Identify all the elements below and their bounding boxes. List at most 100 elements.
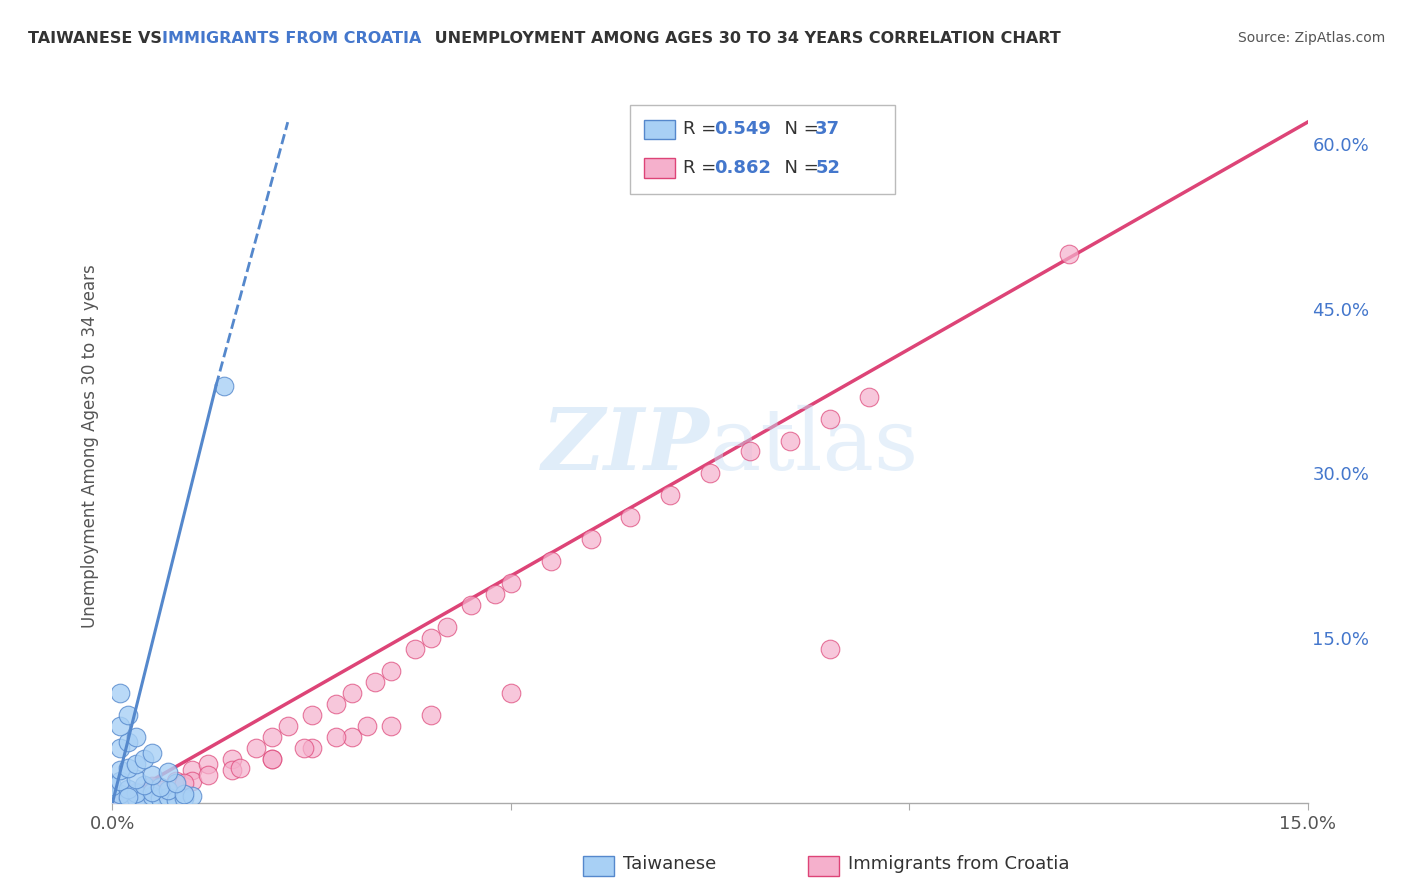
Point	[125, 772, 148, 786]
Text: 37: 37	[815, 120, 841, 138]
Point	[659, 488, 682, 502]
Text: UNEMPLOYMENT AMONG AGES 30 TO 34 YEARS CORRELATION CHART: UNEMPLOYMENT AMONG AGES 30 TO 34 YEARS C…	[429, 31, 1060, 46]
Point	[110, 792, 132, 806]
Point	[149, 782, 172, 797]
Point	[540, 554, 562, 568]
Point	[117, 781, 139, 796]
Point	[229, 761, 252, 775]
Text: Immigrants from Croatia: Immigrants from Croatia	[848, 855, 1070, 873]
Point	[165, 776, 187, 790]
Point	[181, 773, 204, 788]
Point	[380, 719, 402, 733]
Point	[110, 763, 132, 777]
Point	[197, 768, 219, 782]
Point	[134, 792, 156, 806]
Point	[125, 788, 148, 802]
Point	[325, 730, 347, 744]
Point	[460, 598, 482, 612]
Point	[260, 752, 283, 766]
Point	[141, 785, 163, 799]
Point	[301, 708, 323, 723]
Point	[420, 708, 443, 723]
Point	[117, 792, 139, 806]
Point	[125, 730, 148, 744]
Point	[420, 631, 443, 645]
Text: R =: R =	[683, 120, 721, 138]
Text: TAIWANESE VS: TAIWANESE VS	[28, 31, 167, 46]
Point	[221, 752, 243, 766]
Text: atlas: atlas	[710, 404, 920, 488]
Point	[101, 790, 124, 805]
Point	[619, 510, 641, 524]
Point	[149, 791, 172, 805]
Point	[165, 773, 187, 788]
Point	[173, 791, 195, 805]
Point	[117, 735, 139, 749]
Point	[110, 773, 132, 788]
Point	[181, 763, 204, 777]
Point	[197, 757, 219, 772]
Point	[325, 697, 347, 711]
Point	[157, 790, 180, 805]
Point	[117, 761, 139, 775]
Point	[110, 719, 132, 733]
Point	[579, 533, 602, 547]
Text: 0.549: 0.549	[714, 120, 770, 138]
Point	[125, 786, 148, 800]
Point	[292, 740, 315, 755]
Point	[436, 620, 458, 634]
Point	[779, 434, 801, 448]
Point	[141, 780, 163, 794]
Point	[141, 747, 163, 761]
Point	[699, 467, 721, 481]
Point	[499, 576, 522, 591]
Point	[173, 776, 195, 790]
Point	[134, 778, 156, 792]
Point	[101, 790, 124, 805]
Point	[101, 780, 124, 794]
Point	[340, 686, 363, 700]
Point	[149, 780, 172, 795]
Point	[157, 765, 180, 780]
Point	[125, 757, 148, 772]
Point	[738, 444, 761, 458]
Text: N =: N =	[773, 120, 824, 138]
Text: IMMIGRANTS FROM CROATIA: IMMIGRANTS FROM CROATIA	[162, 31, 420, 46]
Point	[858, 390, 880, 404]
Text: Taiwanese: Taiwanese	[623, 855, 716, 873]
Text: ZIP: ZIP	[543, 404, 710, 488]
Point	[818, 642, 841, 657]
Y-axis label: Unemployment Among Ages 30 to 34 years: Unemployment Among Ages 30 to 34 years	[80, 264, 98, 628]
Point	[110, 787, 132, 801]
Point	[340, 730, 363, 744]
Point	[260, 752, 283, 766]
Point	[277, 719, 299, 733]
Point	[141, 768, 163, 782]
Text: 52: 52	[815, 159, 841, 177]
Point	[181, 789, 204, 804]
Point	[301, 740, 323, 755]
Point	[110, 686, 132, 700]
Point	[818, 411, 841, 425]
Point	[134, 752, 156, 766]
Point	[141, 789, 163, 804]
Point	[110, 740, 132, 755]
Text: Source: ZipAtlas.com: Source: ZipAtlas.com	[1237, 31, 1385, 45]
Text: R =: R =	[683, 159, 721, 177]
Point	[404, 642, 426, 657]
Point	[157, 782, 180, 797]
Point	[165, 792, 187, 806]
Point	[117, 790, 139, 805]
Point	[260, 730, 283, 744]
Point	[117, 708, 139, 723]
Point	[245, 740, 267, 755]
Text: 0.862: 0.862	[714, 159, 770, 177]
Point	[212, 378, 235, 392]
Point	[356, 719, 378, 733]
Point	[380, 664, 402, 678]
Point	[141, 785, 163, 799]
Point	[173, 787, 195, 801]
Point	[125, 785, 148, 799]
Point	[499, 686, 522, 700]
Point	[1057, 247, 1080, 261]
